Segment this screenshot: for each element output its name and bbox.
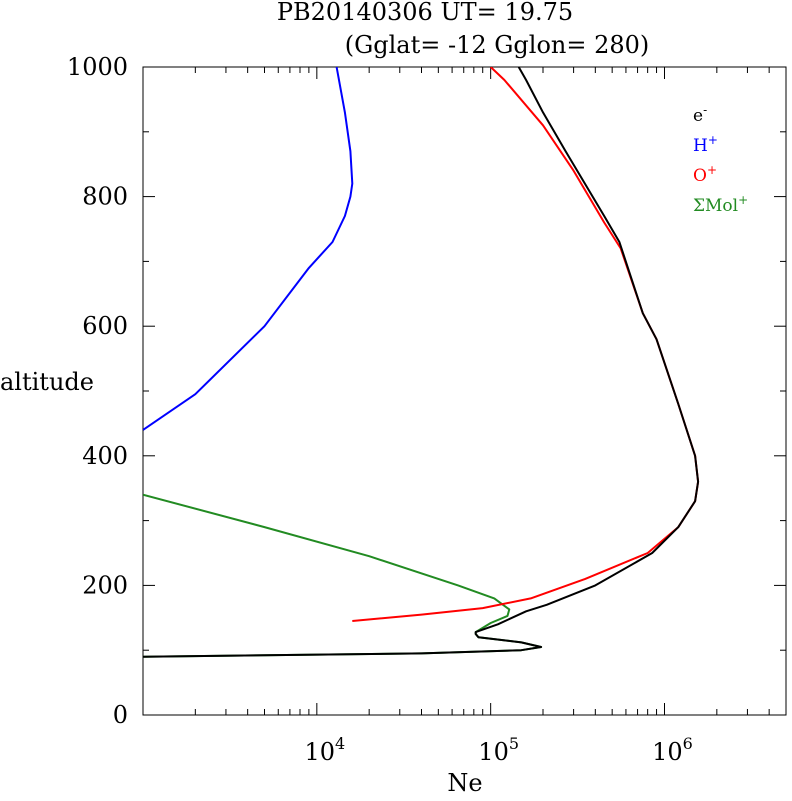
y-tick-label: 200 — [82, 571, 128, 599]
legend-item-0: e- — [693, 103, 707, 126]
chart-subtitle: (Gglat= -12 Gglon= 280) — [345, 31, 650, 59]
y-tick-label: 400 — [82, 442, 128, 470]
series-line-3 — [143, 493, 543, 658]
series-layer — [143, 67, 700, 658]
y-tick-label: 0 — [113, 701, 128, 729]
series-line-0 — [143, 67, 700, 658]
legend-item-3: ΣMol+ — [693, 193, 748, 216]
ticks-layer: 0 200 400 600 800 1000 104 105 106 — [67, 53, 787, 766]
y-tick-label: 800 — [82, 183, 128, 211]
x-tick-label: 104 — [304, 734, 345, 766]
legend: e- H+ O+ ΣMol+ — [693, 103, 748, 216]
legend-item-1: H+ — [693, 133, 718, 156]
y-tick-label: 600 — [82, 312, 128, 340]
legend-item-2: O+ — [693, 163, 717, 186]
x-axis-label: Ne — [447, 769, 482, 796]
plot-frame — [142, 66, 787, 716]
x-tick-label: 106 — [652, 734, 693, 766]
series-line-2 — [352, 67, 700, 622]
x-tick-label: 105 — [478, 734, 519, 766]
series-line-1 — [143, 67, 354, 431]
y-axis-label: altitude — [0, 368, 94, 396]
chart-title: PB20140306 UT= 19.75 — [277, 0, 573, 26]
y-tick-label: 1000 — [67, 53, 128, 81]
